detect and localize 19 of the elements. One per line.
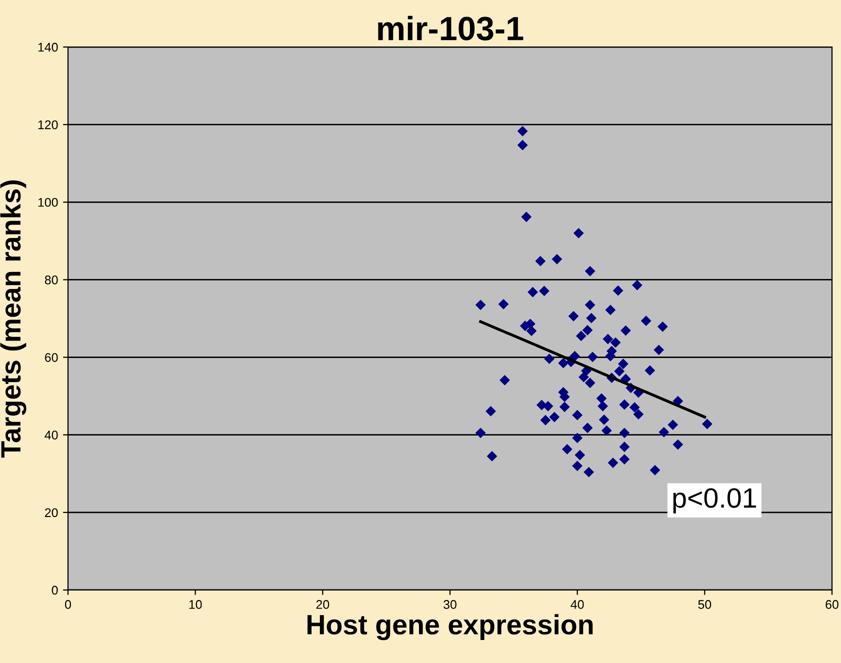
- y-tick-label: 40: [44, 430, 58, 440]
- y-tick-label: 20: [45, 508, 58, 518]
- x-tick-label: 10: [189, 600, 202, 609]
- y-tick-label: 80: [44, 276, 58, 284]
- x-axis-title: Host gene expression: [308, 614, 593, 640]
- y-tick-label: 0: [52, 586, 58, 595]
- y-axis-title: Targets (mean ranks): [0, 180, 26, 458]
- y-tick-label: 60: [45, 353, 58, 362]
- y-tick-label: 140: [38, 42, 58, 52]
- y-tick-label: 120: [38, 120, 58, 130]
- y-tick-label: 100: [38, 198, 58, 207]
- x-tick-label: 50: [698, 600, 712, 609]
- x-tick-label: 30: [444, 600, 456, 609]
- annotation: p<0.01: [673, 488, 756, 514]
- chart-title: mir-103-1: [378, 16, 524, 40]
- x-tick-label: 0: [65, 600, 71, 609]
- x-tick-label: 60: [826, 600, 838, 609]
- x-tick-label: 20: [316, 600, 330, 609]
- x-tick-label: 40: [570, 600, 584, 609]
